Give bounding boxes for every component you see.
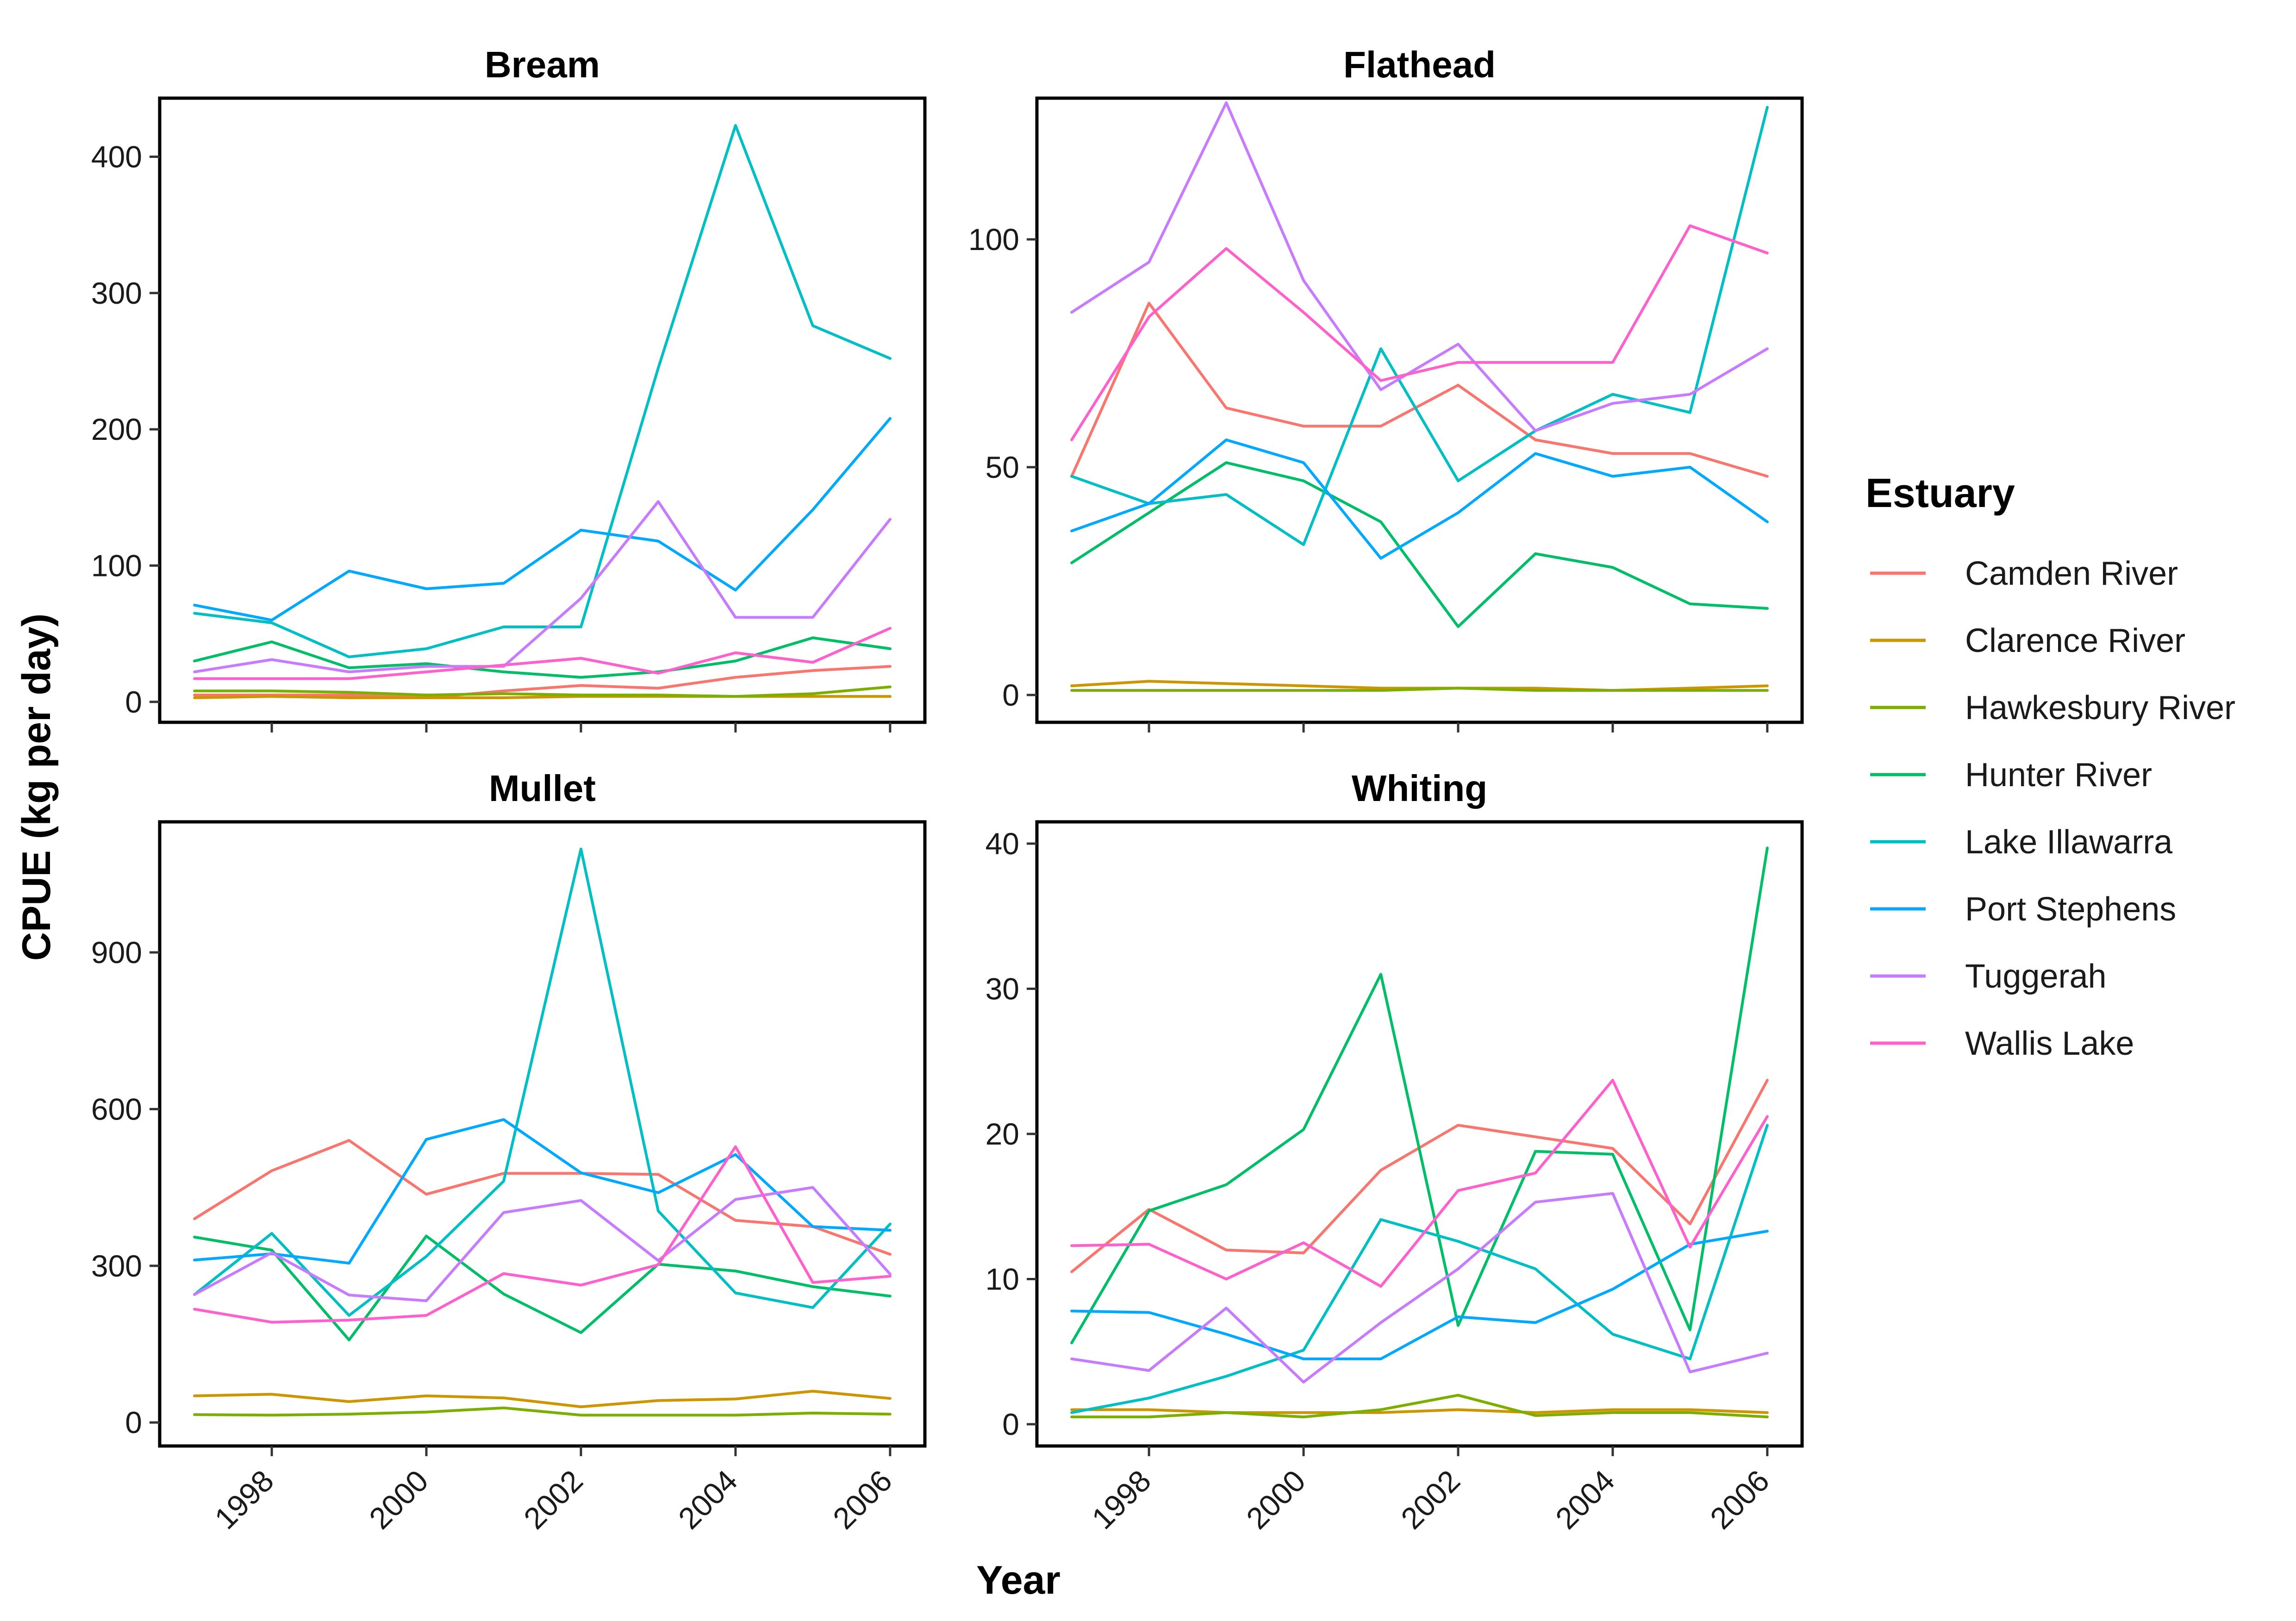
legend-label: Tuggerah — [1965, 958, 2107, 995]
panel-frame — [1035, 820, 1804, 1448]
series-line-clarence-river — [193, 695, 892, 699]
y-tick-label: 100 — [91, 549, 142, 583]
x-tick-label: 2002 — [1394, 1463, 1466, 1535]
series-line-hunter-river — [193, 636, 892, 679]
y-tick-label: 50 — [986, 450, 1019, 484]
series-line-camden-river — [193, 665, 892, 699]
series-line-lake-illawarra — [1070, 106, 1769, 546]
series-line-clarence-river — [1070, 1408, 1769, 1414]
panel-title: Whiting — [1352, 768, 1487, 809]
legend: Estuary Camden River Clarence River Hawkes… — [1866, 470, 2235, 1062]
x-tick-label: 2004 — [672, 1463, 744, 1535]
series-line-tuggerah — [193, 500, 892, 674]
panel-frame — [1035, 96, 1804, 724]
series-line-hunter-river — [1070, 846, 1769, 1345]
legend-label: Wallis Lake — [1965, 1025, 2134, 1062]
legend-label: Hunter River — [1965, 757, 2152, 794]
series-line-camden-river — [1070, 1079, 1769, 1273]
y-tick-label: 300 — [91, 1249, 142, 1283]
y-tick-label: 40 — [986, 826, 1019, 861]
x-tick-label: 2006 — [826, 1463, 898, 1535]
series-line-port-stephens — [1070, 438, 1769, 560]
legend-label: Port Stephens — [1965, 891, 2176, 928]
series-line-lake-illawarra — [193, 847, 892, 1317]
series-line-hawkesbury-river — [1070, 1394, 1769, 1419]
x-tick-label: 2004 — [1549, 1463, 1621, 1535]
panel-title: Mullet — [489, 768, 596, 809]
series-line-hawkesbury-river — [193, 685, 892, 698]
series-line-wallis-lake — [193, 626, 892, 680]
series-line-hawkesbury-river — [1070, 687, 1769, 692]
series-line-port-stephens — [1070, 1230, 1769, 1360]
panel-bream: Bream 0 100 200 300 400 — [91, 44, 927, 732]
x-tick-label: 1998 — [208, 1463, 280, 1535]
series-line-camden-river — [1070, 301, 1769, 478]
y-tick-label: 10 — [986, 1262, 1019, 1296]
y-tick-label: 0 — [125, 1405, 142, 1439]
series-line-camden-river — [193, 1139, 892, 1256]
panel-title: Bream — [485, 44, 600, 85]
series-line-hawkesbury-river — [193, 1406, 892, 1417]
y-tick-label: 900 — [91, 935, 142, 970]
series-line-hunter-river — [193, 1234, 892, 1341]
series-line-tuggerah — [1070, 101, 1769, 432]
series-line-lake-illawarra — [1070, 1124, 1769, 1414]
y-tick-label: 20 — [986, 1117, 1019, 1151]
y-tick-label: 600 — [91, 1092, 142, 1126]
y-tick-label: 30 — [986, 972, 1019, 1006]
series-line-lake-illawarra — [193, 124, 892, 658]
x-tick-label: 1998 — [1085, 1463, 1157, 1535]
y-tick-label: 300 — [91, 276, 142, 310]
x-tick-label: 2000 — [362, 1463, 435, 1535]
legend-label: Hawkesbury River — [1965, 689, 2235, 726]
series-line-wallis-lake — [1070, 224, 1769, 441]
panel-frame — [158, 96, 927, 724]
series-line-wallis-lake — [193, 1145, 892, 1324]
panel-mullet: Mullet 0 300 600 900 1998 2000 2002 2004 2006 — [91, 768, 927, 1536]
series-line-wallis-lake — [1070, 1079, 1769, 1288]
y-tick-label: 200 — [91, 412, 142, 446]
x-tick-label: 2002 — [517, 1463, 589, 1535]
panel-flathead: Flathead 0 50 100 — [968, 44, 1804, 732]
x-tick-label: 2000 — [1240, 1463, 1312, 1535]
legend-label: Clarence River — [1965, 622, 2185, 659]
panel-title: Flathead — [1343, 44, 1496, 85]
panel-frame — [158, 820, 927, 1448]
x-tick-label: 2006 — [1703, 1463, 1776, 1535]
series-line-hunter-river — [1070, 461, 1769, 628]
legend-label: Camden River — [1965, 555, 2178, 592]
series-line-port-stephens — [193, 417, 892, 622]
y-tick-label: 0 — [1002, 1407, 1019, 1441]
series-line-tuggerah — [193, 1186, 892, 1302]
panel-whiting: Whiting 0 10 20 30 40 1998 2000 2002 2004 2006 — [986, 768, 1804, 1536]
series-line-tuggerah — [1070, 1192, 1769, 1384]
legend-label: Lake Illawarra — [1965, 824, 2173, 861]
x-axis-title: Year — [976, 1558, 1061, 1602]
y-tick-label: 100 — [968, 222, 1019, 257]
y-tick-label: 400 — [91, 140, 142, 174]
legend-title: Estuary — [1866, 470, 2015, 516]
y-tick-label: 0 — [1002, 678, 1019, 712]
series-line-port-stephens — [193, 1118, 892, 1265]
y-tick-label: 0 — [125, 685, 142, 719]
panels-layer: Bream0100200300400Flathead050100Mullet03… — [91, 44, 1804, 1536]
y-axis-title: CPUE (kg per day) — [14, 613, 59, 961]
series-line-clarence-river — [193, 1389, 892, 1408]
